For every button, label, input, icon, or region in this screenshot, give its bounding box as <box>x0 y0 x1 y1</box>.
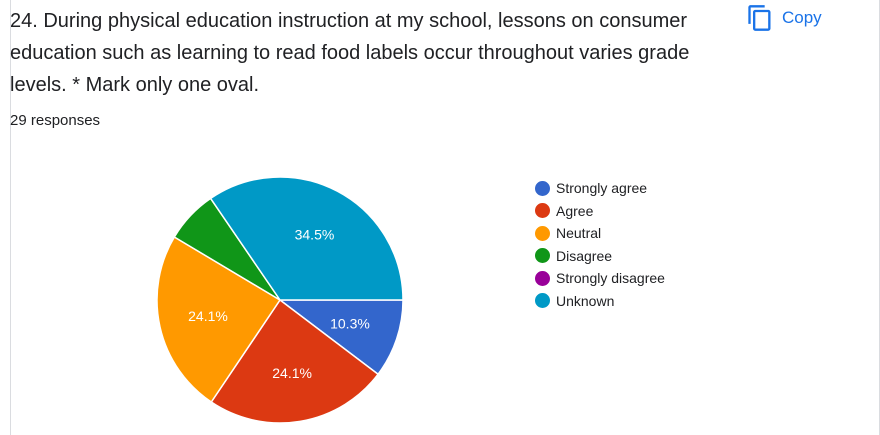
legend-item: Disagree <box>535 245 665 268</box>
pie-data-label: 10.3% <box>330 315 370 331</box>
pie-data-label: 24.1% <box>188 308 228 324</box>
pie-slices <box>156 176 404 424</box>
pie-slice-neutral <box>156 235 282 404</box>
pie-slice-agree <box>210 298 380 424</box>
pie-data-label: 24.1% <box>272 365 312 381</box>
legend-label: Neutral <box>556 225 602 242</box>
legend-item: Neutral <box>535 222 665 245</box>
legend-label: Unknown <box>556 292 615 309</box>
response-count: 29 responses <box>10 112 101 129</box>
legend-label: Disagree <box>556 247 613 264</box>
legend-swatch <box>535 203 550 219</box>
chart-legend: Strongly agree Agree Neutral Disagree Strong… <box>535 177 665 312</box>
legend-label: Strongly disagree <box>556 270 665 287</box>
legend-swatch <box>535 248 550 264</box>
legend-swatch <box>535 225 550 241</box>
legend-swatch <box>535 293 550 309</box>
pie-slice-unknown <box>209 176 404 301</box>
pie-slice-strongly-agree <box>277 299 404 376</box>
legend-label: Strongly agree <box>556 180 648 197</box>
legend-label: Agree <box>556 202 594 219</box>
pie-data-label: 34.5% <box>295 227 335 243</box>
legend-item: Strongly agree <box>535 177 665 200</box>
pie-data-labels: 10.3% 24.1% 24.1% 34.5% <box>188 227 370 381</box>
legend-item: Agree <box>535 200 665 223</box>
legend-swatch <box>535 180 550 196</box>
copy-button[interactable]: Copy <box>740 2 828 34</box>
copy-icon <box>748 5 771 31</box>
legend-item: Unknown <box>535 290 665 313</box>
legend-swatch <box>535 270 550 286</box>
copy-button-label: Copy <box>782 8 822 27</box>
question-title: 24. During physical education instructio… <box>10 10 690 96</box>
legend-item: Strongly disagree <box>535 267 665 290</box>
